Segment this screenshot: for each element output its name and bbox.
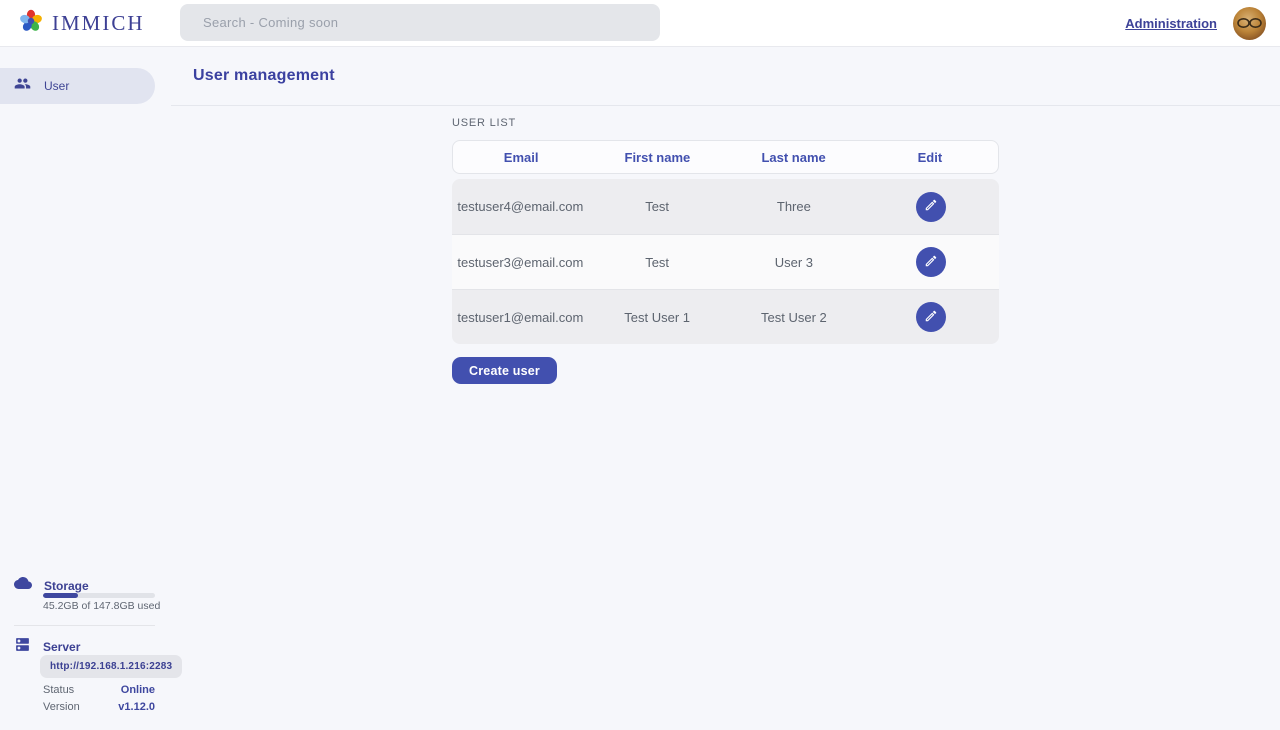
topbar-right: Administration — [1125, 0, 1266, 47]
storage-progress-bar — [43, 593, 155, 598]
sidebar-item-user-label: User — [44, 79, 70, 93]
pencil-icon — [924, 198, 938, 215]
cell-edit — [862, 191, 999, 222]
administration-link[interactable]: Administration — [1125, 16, 1217, 31]
cell-email: testuser3@email.com — [457, 254, 584, 270]
storage-section-header: Storage — [0, 574, 171, 597]
main-content: User management USER LIST Email First na… — [171, 47, 1280, 730]
cell-email: testuser4@email.com — [457, 199, 584, 214]
server-status-value: Online — [120, 684, 155, 696]
pencil-icon — [924, 254, 938, 271]
cloud-icon — [14, 574, 32, 597]
server-version-value: v1.12.0 — [118, 701, 155, 713]
users-icon — [14, 75, 31, 97]
cell-first-name: Test User 1 — [624, 309, 690, 325]
sidebar-divider — [14, 625, 155, 626]
column-header-last-name: Last name — [761, 149, 826, 165]
server-section-header: Server — [0, 636, 171, 658]
server-version-label: Version — [43, 701, 80, 713]
top-bar: IMMICH Search - Coming soon Administrati… — [0, 0, 1280, 47]
sidebar-item-user[interactable]: User — [0, 68, 155, 104]
immich-flower-icon — [18, 8, 44, 39]
column-header-first-name: First name — [624, 149, 691, 165]
glasses-photo-detail — [1237, 18, 1262, 28]
edit-user-button[interactable] — [915, 302, 946, 332]
page-header: User management — [171, 47, 1280, 106]
user-table: Email First name Last name Edit testuser… — [452, 140, 999, 344]
server-status-label: Status — [43, 684, 75, 696]
cell-last-name: Test User 2 — [761, 309, 827, 325]
server-title: Server — [43, 640, 81, 654]
storage-title: Storage — [44, 578, 89, 593]
cell-edit — [862, 302, 999, 332]
sidebar: User Storage 45.2GB of 147.8GB used Serv… — [0, 47, 183, 730]
table-row: testuser1@email.com Test User 1 Test Use… — [452, 289, 999, 344]
server-version-row: Version v1.12.0 — [43, 701, 155, 713]
cell-last-name: Three — [776, 199, 811, 214]
cell-first-name: Test — [645, 254, 670, 270]
app-logo[interactable]: IMMICH — [0, 8, 162, 39]
user-list-section: USER LIST Email First name Last name Edi… — [171, 106, 1280, 384]
search-input[interactable]: Search - Coming soon — [180, 4, 660, 41]
table-row: testuser4@email.com Test Three — [452, 179, 999, 234]
table-header-row: Email First name Last name Edit — [452, 140, 999, 174]
column-header-edit: Edit — [917, 149, 943, 165]
cell-email: testuser1@email.com — [457, 309, 584, 325]
edit-user-button[interactable] — [915, 191, 946, 222]
storage-progress-fill — [43, 593, 78, 598]
cell-last-name: User 3 — [774, 254, 814, 270]
search-placeholder: Search - Coming soon — [203, 15, 339, 30]
user-avatar[interactable] — [1233, 7, 1266, 40]
page-title: User management — [193, 67, 335, 84]
table-body: testuser4@email.com Test Three — [452, 179, 999, 344]
server-status-row: Status Online — [43, 684, 155, 696]
edit-user-button[interactable] — [915, 247, 946, 277]
section-label: USER LIST — [452, 117, 517, 129]
server-icon — [14, 636, 31, 658]
cell-first-name: Test — [645, 199, 670, 214]
storage-usage-text: 45.2GB of 147.8GB used — [43, 600, 161, 612]
create-user-button[interactable]: Create user — [452, 357, 557, 384]
table-row: testuser3@email.com Test User 3 — [452, 234, 999, 289]
pencil-icon — [924, 309, 938, 326]
cell-edit — [862, 247, 999, 277]
server-url-chip: http://192.168.1.216:2283 — [40, 655, 183, 678]
logo-text: IMMICH — [52, 10, 145, 35]
column-header-email: Email — [503, 149, 539, 165]
